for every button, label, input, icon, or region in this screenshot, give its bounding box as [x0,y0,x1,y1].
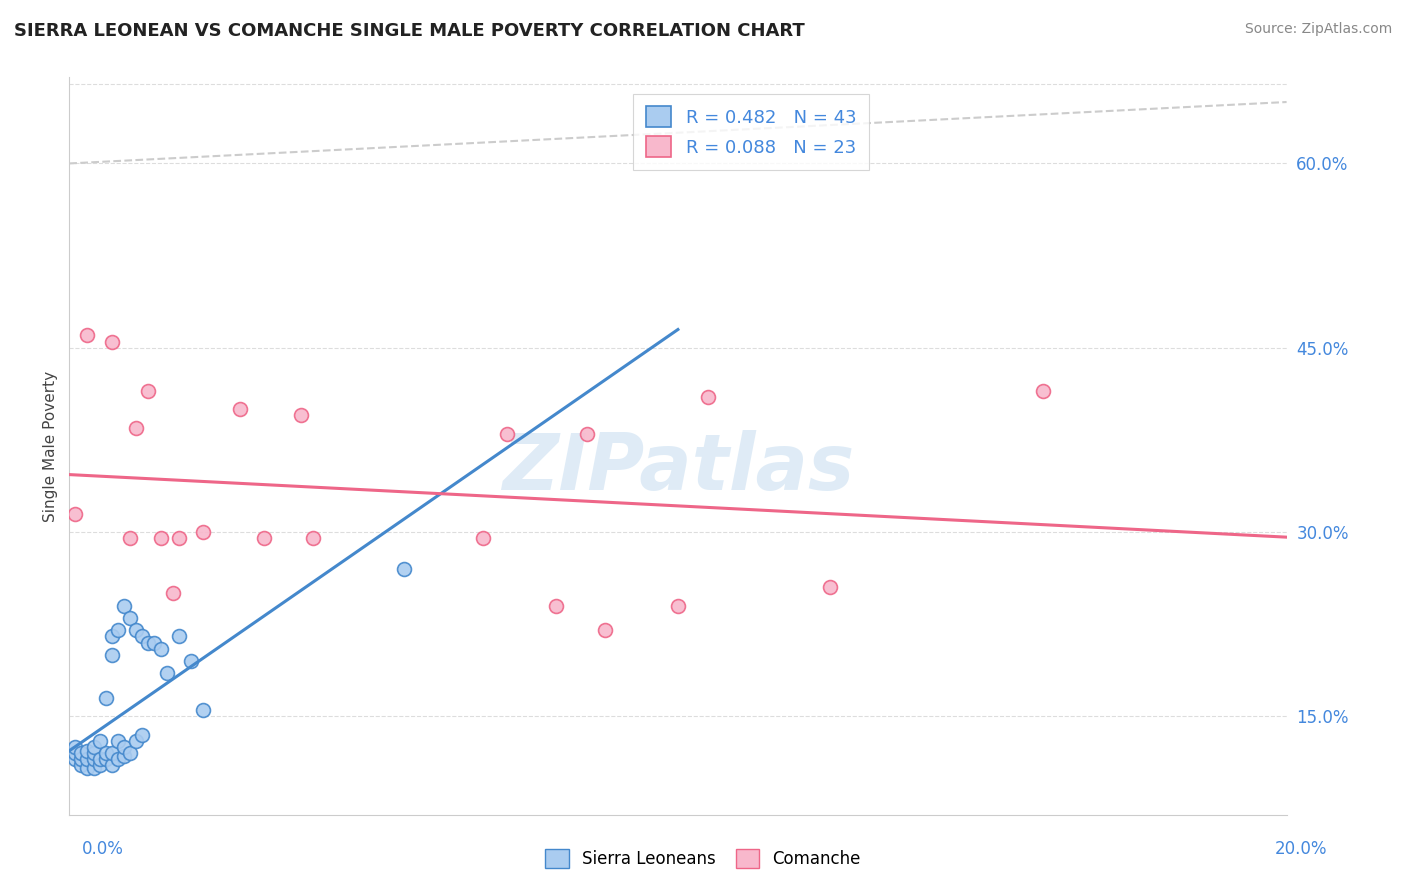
Point [167,629,190,643]
Point [76,752,98,766]
Text: ZIPatlas: ZIPatlas [502,430,853,506]
Point [138,384,160,398]
Point [120,746,142,760]
Point [697,390,720,404]
Point [301,531,323,545]
Point [180,654,202,668]
Point [65,507,87,521]
Point [112,748,135,763]
Point [496,426,519,441]
Point [131,728,153,742]
Point [253,531,276,545]
Point [125,734,148,748]
Point [392,562,415,576]
Point [83,746,105,760]
Point [143,635,166,649]
Point [290,409,312,423]
Point [101,758,124,772]
Point [191,703,214,717]
Y-axis label: Single Male Poverty: Single Male Poverty [44,370,58,522]
Point [94,746,117,760]
Point [89,758,111,772]
Point [70,746,93,760]
Point [138,635,160,649]
Point [94,690,117,705]
Point [76,328,98,343]
Text: Source: ZipAtlas.com: Source: ZipAtlas.com [1244,22,1392,37]
Point [83,739,105,754]
Point [593,624,616,638]
Point [70,758,93,772]
Point [107,752,129,766]
Point [120,611,142,625]
Point [70,752,93,766]
Point [575,426,598,441]
Point [191,524,214,539]
Point [83,752,105,766]
Point [125,624,148,638]
Point [228,402,250,417]
Point [83,761,105,775]
Point [65,739,87,754]
Point [112,739,135,754]
Point [107,734,129,748]
Text: 0.0%: 0.0% [82,840,124,858]
Point [101,629,124,643]
Point [167,531,190,545]
Point [125,420,148,434]
Point [89,752,111,766]
Legend: Sierra Leoneans, Comanche: Sierra Leoneans, Comanche [538,842,868,875]
Point [1032,384,1054,398]
Point [101,648,124,662]
Point [131,629,153,643]
Point [112,599,135,613]
Point [107,624,129,638]
Point [120,531,142,545]
Point [76,761,98,775]
Point [156,666,179,681]
Text: SIERRA LEONEAN VS COMANCHE SINGLE MALE POVERTY CORRELATION CHART: SIERRA LEONEAN VS COMANCHE SINGLE MALE P… [14,22,804,40]
Point [89,734,111,748]
Point [101,746,124,760]
Point [101,334,124,349]
Point [472,531,495,545]
Point [818,580,841,594]
Point [546,599,568,613]
Point [149,641,172,656]
Point [65,746,87,760]
Point [94,752,117,766]
Text: 20.0%: 20.0% [1274,840,1327,858]
Point [65,752,87,766]
Legend: R = 0.482   N = 43, R = 0.088   N = 23: R = 0.482 N = 43, R = 0.088 N = 23 [633,94,869,169]
Point [149,531,172,545]
Point [162,586,184,600]
Point [76,744,98,758]
Point [666,599,689,613]
